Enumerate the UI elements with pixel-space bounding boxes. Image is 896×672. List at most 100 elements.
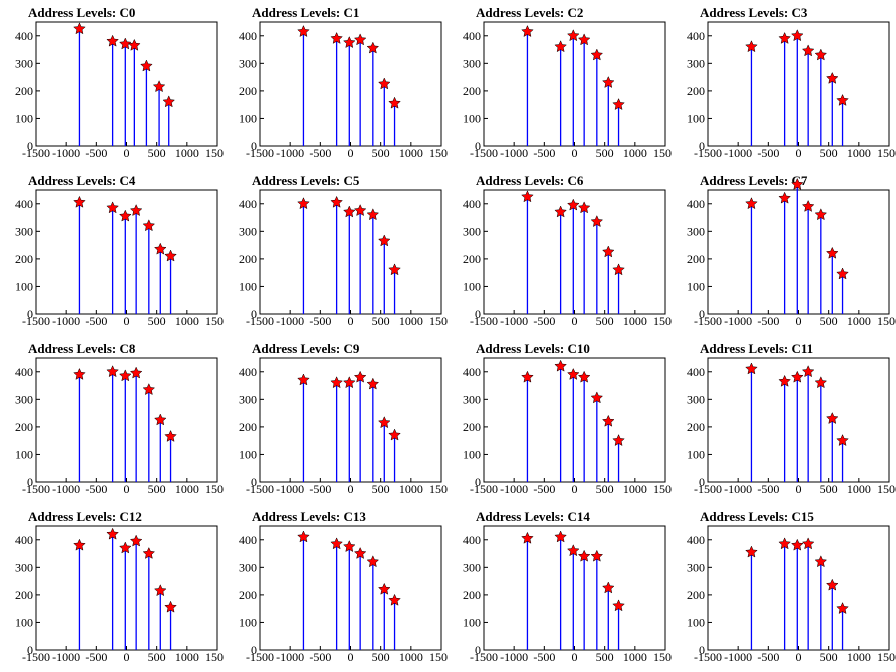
y-tick-label: 100 [687, 111, 705, 125]
histogram-plot: 0 100 200 300 400 -1500-1000 -500 0 500 1000 1500 [239, 21, 448, 160]
peak-marker [106, 34, 119, 47]
panel-title: Address Levels: C14 [476, 509, 590, 524]
histogram-plot: 0 100 200 300 400 -1500-1000 -500 0 500 1000 1500 [463, 21, 672, 160]
x-tick-label: 1500 [429, 482, 448, 496]
x-tick-label: 1500 [877, 314, 896, 328]
peak-marker [778, 537, 791, 550]
histogram-panel: Address Levels: C15 0 100 200 300 400 -1500 -10… [672, 504, 896, 672]
peak-marker [153, 413, 167, 426]
panel-title: Address Levels: C13 [252, 509, 366, 524]
peak-marker [814, 48, 828, 61]
peak-marker [377, 416, 391, 429]
x-tick-label: -1500 [470, 146, 498, 160]
y-tick-label: 100 [239, 279, 257, 293]
x-tick-label: 500 [372, 314, 390, 328]
panel-title: Address Levels: C3 [700, 5, 808, 20]
panel-title: Address Levels: C7 [700, 173, 808, 188]
x-tick-label: 0 [348, 314, 354, 328]
peak-marker [388, 593, 401, 606]
x-tick-label: -1500 [694, 650, 722, 664]
y-tick-label: 100 [239, 111, 257, 125]
x-tick-label: 0 [796, 482, 802, 496]
x-tick-label: 500 [148, 146, 166, 160]
x-tick-label: -1000 [276, 314, 304, 328]
x-tick-label: 1500 [653, 482, 672, 496]
plot-frame [483, 525, 666, 651]
peak-marker [577, 370, 591, 383]
histogram-panel: Address Levels: C13 0 100 200 300 400 -1500 -10… [224, 504, 448, 672]
x-tick-label: -1500 [470, 650, 498, 664]
peak-marker [119, 37, 132, 50]
x-tick-label: 500 [820, 314, 838, 328]
x-tick-label: 1000 [399, 314, 423, 328]
y-tick-label: 200 [463, 588, 481, 602]
y-tick-label: 300 [463, 224, 481, 238]
x-tick-label: -1500 [470, 314, 498, 328]
histogram-plot: 0 100 200 300 400 -1500-1000 -500 0 500 1000 1500 [687, 357, 896, 496]
x-tick-label: 1000 [847, 482, 871, 496]
x-tick-label: 0 [124, 314, 130, 328]
peak-marker [297, 530, 310, 543]
x-tick-label: 1500 [877, 650, 896, 664]
x-tick-label: 0 [796, 146, 802, 160]
x-tick-label: 500 [372, 146, 390, 160]
panel-title: Address Levels: C6 [476, 173, 584, 188]
x-tick-label: 500 [820, 482, 838, 496]
peak-marker [73, 367, 86, 380]
x-tick-label: -500 [533, 314, 555, 328]
x-tick-label: -500 [85, 314, 107, 328]
y-tick-label: 300 [687, 224, 705, 238]
peak-marker [377, 234, 391, 247]
peak-marker [73, 538, 86, 551]
y-tick-label: 0 [699, 307, 705, 321]
peak-marker [353, 546, 367, 559]
peak-marker [836, 602, 849, 615]
x-tick-label: -1000 [276, 650, 304, 664]
x-tick-label: 1000 [175, 146, 199, 160]
y-tick-label: 300 [687, 392, 705, 406]
x-tick-label: -1000 [52, 650, 80, 664]
peak-marker [612, 599, 625, 612]
peak-marker [164, 249, 177, 262]
y-tick-label: 0 [251, 307, 257, 321]
histogram-panel: Address Levels: C12 0 100 200 300 400 -1500 -10… [0, 504, 224, 672]
panel-title: Address Levels: C5 [252, 173, 360, 188]
x-tick-label: -500 [757, 146, 779, 160]
x-tick-label: 0 [572, 146, 578, 160]
peak-marker [814, 208, 828, 221]
y-tick-label: 100 [15, 279, 33, 293]
peak-marker [521, 370, 534, 383]
x-tick-label: 1500 [877, 146, 896, 160]
peak-marker [601, 75, 615, 88]
peak-marker [778, 374, 791, 387]
x-tick-label: -1000 [724, 146, 752, 160]
y-tick-label: 100 [687, 447, 705, 461]
peak-marker [353, 370, 367, 383]
peak-marker [745, 362, 758, 375]
x-tick-label: -500 [85, 482, 107, 496]
y-tick-label: 0 [699, 139, 705, 153]
peak-marker [330, 31, 343, 44]
peak-marker [119, 209, 132, 222]
histogram-plot: 0 100 200 300 400 -1500-1000 -500 0 500 1000 1500 [15, 525, 224, 664]
y-tick-label: 300 [687, 560, 705, 574]
peak-marker [388, 428, 401, 441]
histogram-panel: Address Levels: C11 0 100 200 300 400 -1500 -10… [672, 336, 896, 504]
x-tick-label: -500 [85, 146, 107, 160]
x-tick-label: 1000 [399, 482, 423, 496]
y-tick-label: 200 [687, 84, 705, 98]
y-tick-label: 0 [27, 475, 33, 489]
peak-marker [612, 263, 625, 276]
y-tick-label: 0 [27, 307, 33, 321]
x-tick-label: -1000 [276, 482, 304, 496]
x-tick-label: -1000 [724, 650, 752, 664]
plot-frame [35, 189, 218, 315]
x-tick-label: -1000 [52, 482, 80, 496]
peak-marker [836, 267, 849, 280]
histogram-plot: 0 100 200 300 400 -1500-1000 -500 0 500 1000 1500 [687, 177, 896, 328]
x-tick-label: -1500 [246, 650, 274, 664]
peak-marker [791, 370, 804, 383]
x-tick-label: -500 [309, 650, 331, 664]
panel-title: Address Levels: C8 [28, 341, 136, 356]
peak-marker [353, 204, 367, 217]
